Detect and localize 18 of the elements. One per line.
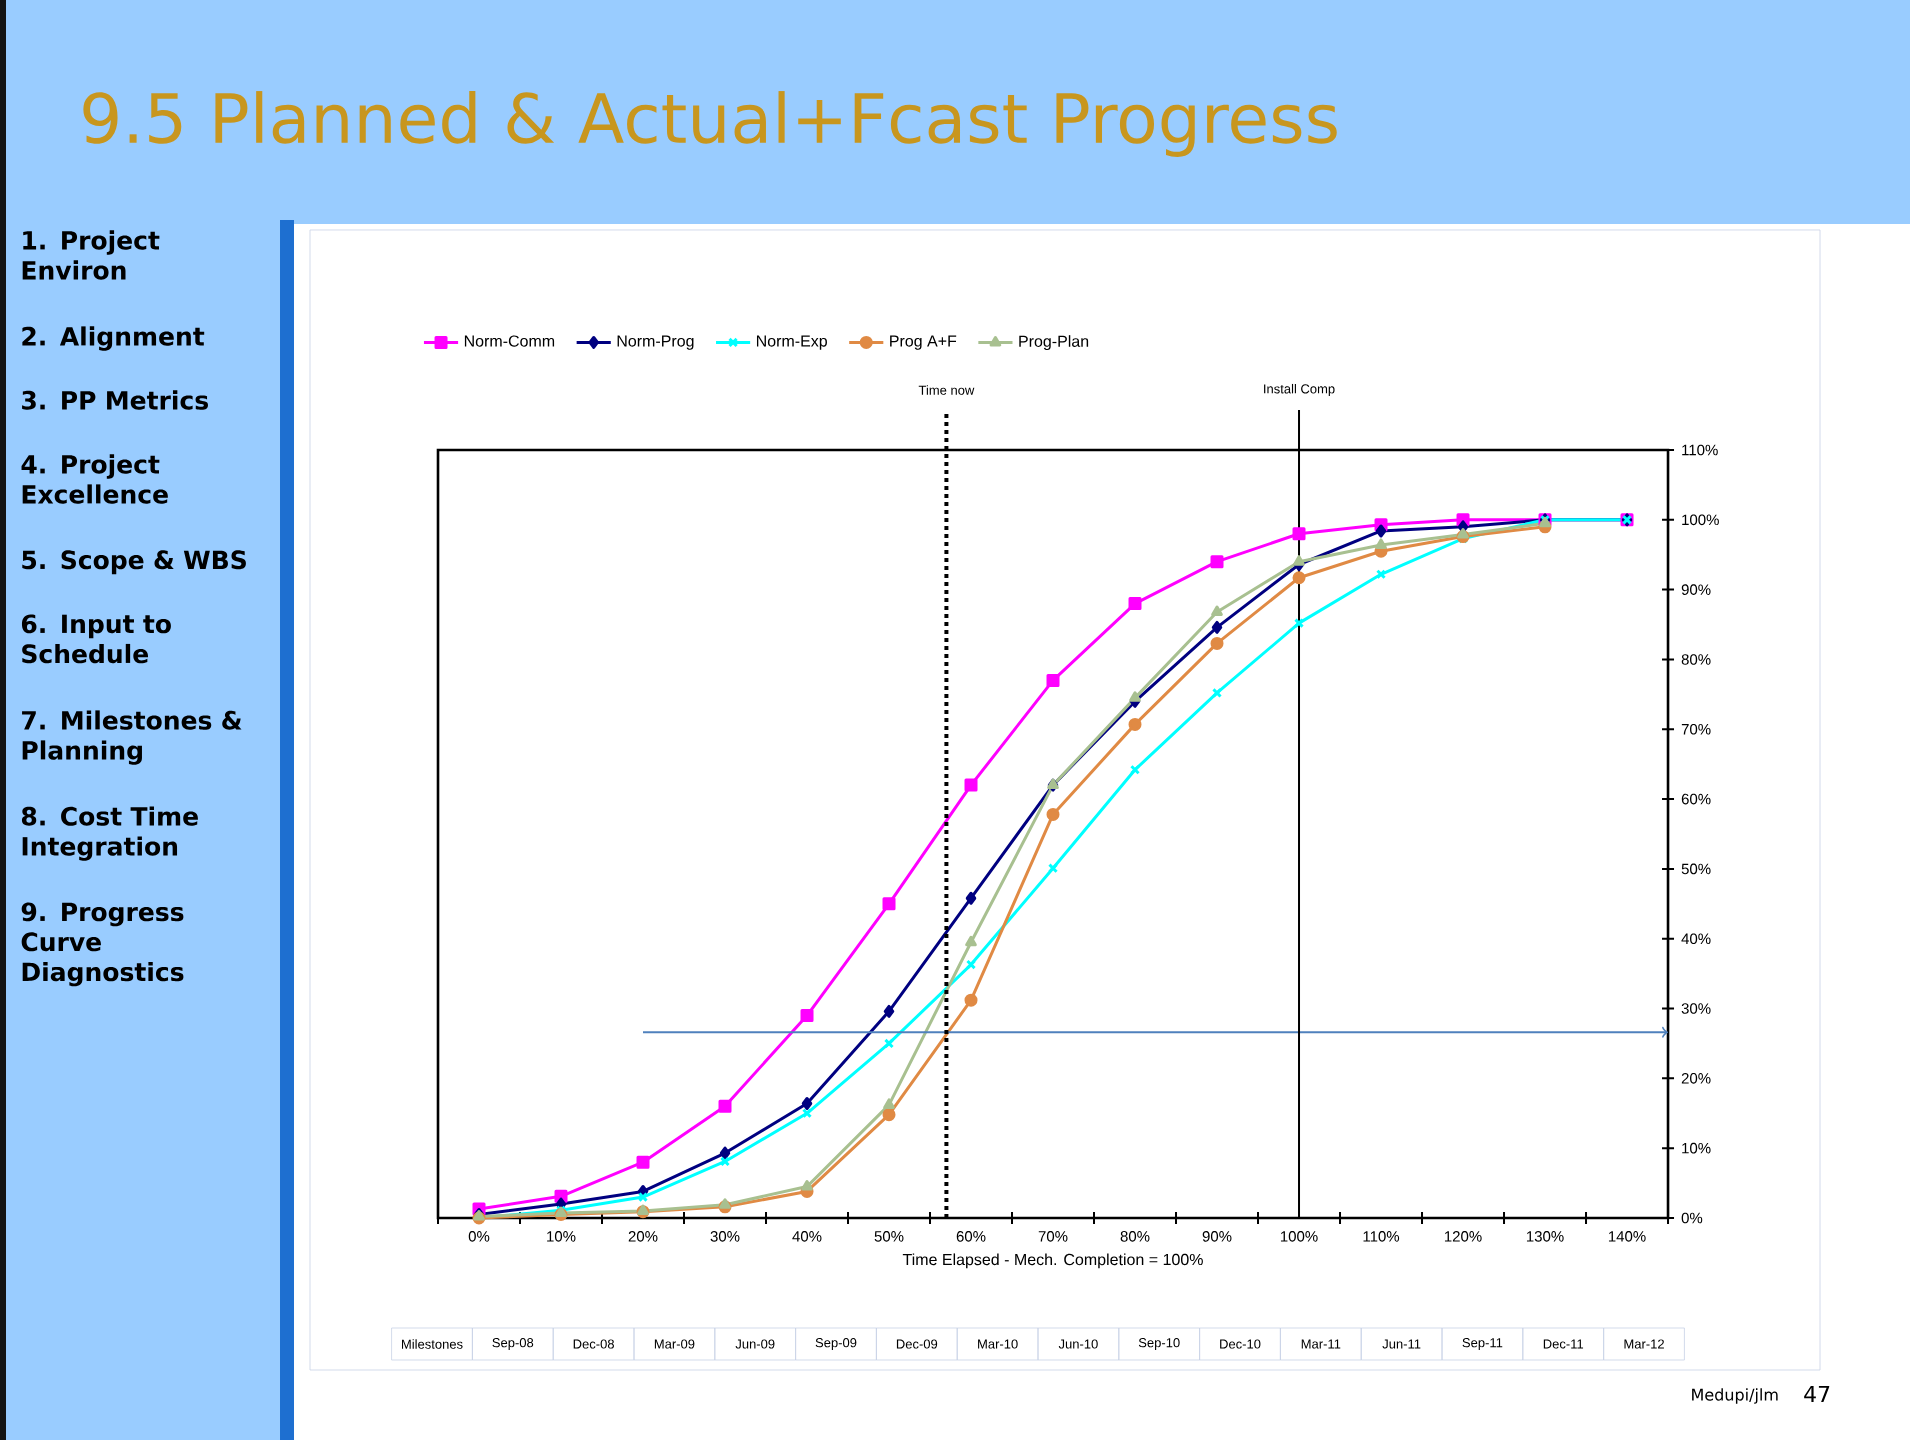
legend-label: Prog A+F	[890, 335, 957, 350]
text: Medupi/jlm	[1692, 1388, 1778, 1404]
text: 8. Cost Time Integration	[21, 806, 198, 861]
text: 6. Input to Schedule	[21, 614, 171, 664]
text: 7. Milestones & Planning	[22, 710, 242, 765]
text: 9. Progress Curve Diagnostics	[21, 902, 184, 987]
text: 3. PP Metrics	[22, 390, 208, 410]
legend-label: Norm-Exp	[756, 335, 827, 350]
text: 47	[1804, 1385, 1830, 1403]
text: 4. Project Excellence	[21, 454, 168, 504]
text: 5. Scope & WBS	[22, 550, 246, 575]
legend-label: Norm-Prog	[617, 335, 694, 350]
chart-title: 9.5 Planned & Actual+Fcast Progress	[83, 91, 1337, 157]
text: 2. Alignment	[22, 326, 205, 351]
text: 1. Project Environ	[22, 230, 160, 280]
legend-label: Prog-Plan	[1019, 335, 1089, 351]
legend-label: Norm-Comm	[464, 335, 555, 347]
x-axis-title: Time Elapsed - Mech. Completion = 100%	[902, 1253, 1203, 1269]
